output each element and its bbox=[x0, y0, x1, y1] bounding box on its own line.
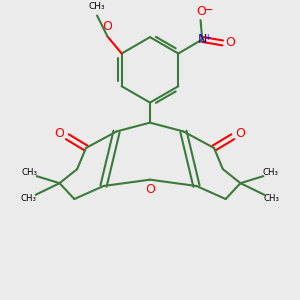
Text: O: O bbox=[145, 183, 155, 196]
Text: CH₃: CH₃ bbox=[263, 194, 279, 203]
Text: O: O bbox=[196, 5, 206, 18]
Text: CH₃: CH₃ bbox=[89, 2, 105, 11]
Text: CH₃: CH₃ bbox=[22, 168, 38, 177]
Text: O: O bbox=[103, 20, 112, 33]
Text: O: O bbox=[236, 128, 245, 140]
Text: +: + bbox=[204, 33, 211, 42]
Text: O: O bbox=[226, 36, 236, 50]
Text: −: − bbox=[203, 4, 214, 17]
Text: CH₃: CH₃ bbox=[262, 168, 278, 177]
Text: O: O bbox=[55, 128, 64, 140]
Text: N: N bbox=[198, 33, 207, 46]
Text: CH₃: CH₃ bbox=[21, 194, 37, 203]
